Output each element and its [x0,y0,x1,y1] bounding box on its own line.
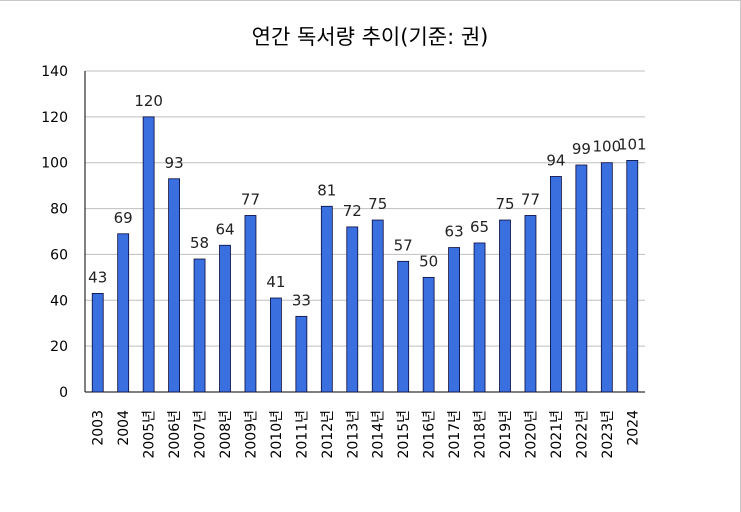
x-tick-label: 2007년 [193,410,209,459]
data-label: 101 [618,135,647,153]
bar [600,162,613,393]
data-label: 81 [317,181,336,199]
y-tick-label: 80 [50,202,68,218]
bar [295,315,308,393]
data-label: 41 [266,273,285,291]
data-label: 72 [343,202,362,220]
chart-title: 연간 독서량 추이(기준: 권) [252,25,489,49]
x-tick-label: 2024 [625,410,641,446]
bar [422,276,435,393]
x-tick-label: 2010년 [269,410,285,459]
y-tick-label: 20 [50,339,68,355]
x-tick-label: 2015년 [396,410,412,459]
data-label: 75 [495,195,514,213]
x-tick-label: 2009년 [243,410,259,459]
x-tick-label: 2013년 [345,410,361,459]
x-tick-label: 2003 [91,410,107,446]
bar [473,242,486,393]
data-label: 69 [114,209,133,227]
data-label: 93 [165,154,184,172]
bar [193,258,206,393]
bar [397,260,410,393]
x-tick-label: 2014년 [371,410,387,459]
data-label: 63 [445,223,464,241]
bar [117,233,130,393]
y-tick-label: 140 [41,64,68,80]
data-label: 33 [292,291,311,309]
x-tick-label: 2005년 [142,410,158,459]
y-tick-label: 0 [59,385,68,401]
data-label: 57 [394,236,413,254]
x-tick-label: 2020년 [523,410,539,459]
bar [499,219,511,393]
data-label: 65 [470,218,489,236]
x-tick-label: 2006년 [167,410,183,459]
bar [626,160,639,393]
data-label: 99 [572,140,591,158]
x-tick-label: 2012년 [320,410,336,459]
x-tick-label: 2019년 [498,410,514,459]
bar [346,226,359,393]
data-label: 100 [592,138,621,156]
y-tick-label: 40 [50,293,68,309]
bar [219,244,231,393]
data-label: 120 [134,92,163,110]
data-label: 50 [419,252,438,270]
data-label: 58 [190,234,209,252]
bar [142,116,155,393]
data-labels: 43 69 120 93 58 64 77 41 33 81 72 75 57 50 63 65 75 77 94 9… [88,92,646,309]
x-tick-label: 2004 [116,410,132,446]
x-tick-label: 2011년 [294,410,310,459]
bar [575,164,588,393]
data-label: 77 [521,190,540,208]
y-tick-label: 120 [41,110,68,126]
data-label: 94 [546,151,565,169]
x-tick-label: 2016년 [422,410,438,459]
x-tick-label: 2023년 [600,410,616,459]
y-tick-label: 60 [50,247,68,263]
bar [371,219,384,393]
y-tick-label: 100 [41,156,68,172]
x-tick-label: 2022년 [574,410,590,459]
y-axis-ticks: 0 20 40 60 80 100 120 140 [41,64,68,401]
bar [91,293,104,393]
data-label: 75 [368,195,387,213]
x-tick-label: 2018년 [473,410,489,459]
bar [270,297,282,393]
x-tick-label: 2017년 [447,410,463,459]
bars [91,116,639,393]
top-border-line [0,0,741,1]
data-label: 64 [215,220,234,238]
bar [244,215,257,393]
x-tick-label: 2008년 [218,410,234,459]
bar [524,215,537,393]
bar [550,176,562,393]
bar [320,205,333,393]
bar [168,178,180,393]
x-axis-ticks: 2003 2004 2005년 2006년 2007년 2008년 2009년 2010년 20… [91,410,642,459]
x-tick-label: 2021년 [549,410,565,459]
data-label: 43 [88,268,107,286]
bar [448,247,460,393]
data-label: 77 [241,190,260,208]
